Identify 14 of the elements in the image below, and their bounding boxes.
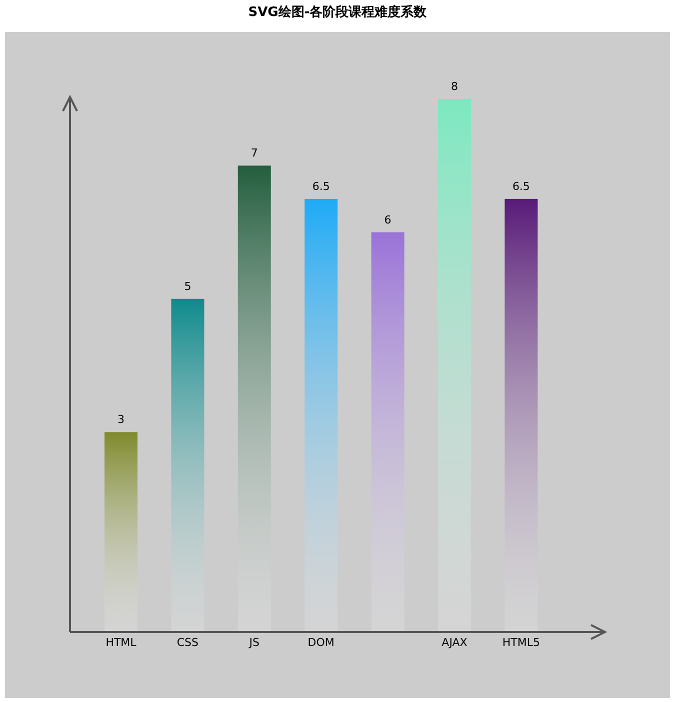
x-tick-label: JS [248,636,260,649]
data-label: 6.5 [512,180,530,193]
data-label: 5 [184,280,192,293]
data-label: 6.5 [312,180,330,193]
x-tick-label: DOM [308,636,334,649]
data-label: 8 [451,80,458,93]
x-tick-label: CSS [176,636,199,649]
x-tick-label: HTML5 [502,636,540,649]
chart-title: SVG绘图-各阶段课程难度系数 [248,4,428,20]
data-label: 6 [384,213,392,226]
data-label: 7 [250,146,258,160]
data-label: 3 [118,413,124,426]
x-tick-label: HTML [106,636,138,649]
x-tick-label: AJAX [442,636,468,649]
